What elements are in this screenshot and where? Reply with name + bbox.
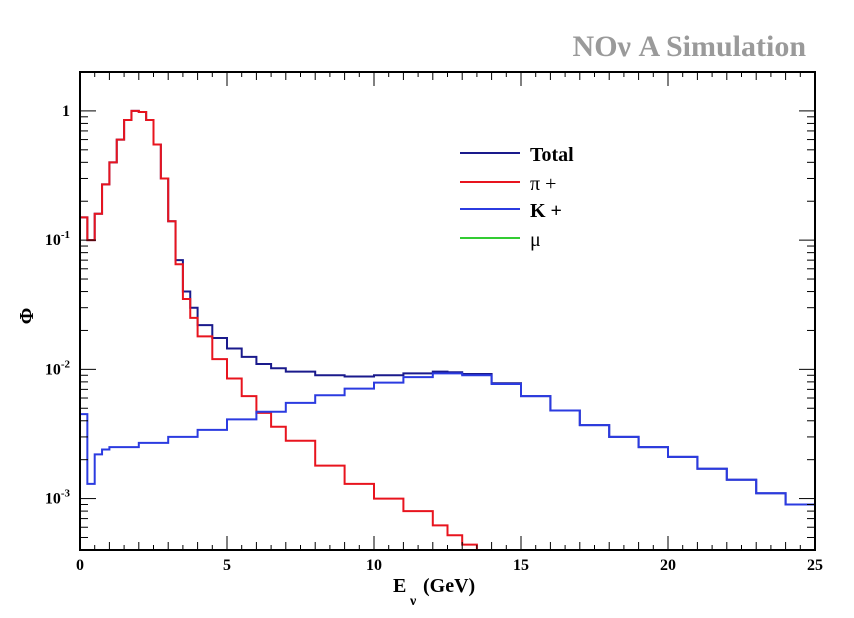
y-tick-exponent: -1 — [61, 229, 70, 241]
y-tick-label: 10-2 — [45, 358, 71, 378]
y-tick-exponent: -2 — [61, 358, 71, 370]
legend-label-0: Total — [530, 144, 574, 166]
x-tick-label: 5 — [223, 557, 231, 574]
series-2-line — [80, 372, 815, 519]
legend-label-2: K + — [530, 200, 562, 222]
x-axis-unit: (GeV) — [423, 575, 475, 597]
chart-title: NOν A Simulation — [573, 30, 807, 63]
series-1-line — [80, 109, 492, 550]
y-tick-exponent: -3 — [61, 488, 71, 500]
legend-label-1: π + — [530, 173, 556, 195]
y-tick-label: 10-3 — [45, 488, 71, 508]
y-tick-label: 1 — [62, 103, 70, 120]
x-tick-label: 15 — [513, 557, 529, 574]
y-tick-base: 10 — [45, 232, 61, 249]
x-tick-label: 25 — [807, 557, 823, 574]
x-tick-label: 0 — [76, 557, 84, 574]
x-tick-label: 10 — [366, 557, 382, 574]
y-tick-base: 1 — [62, 103, 70, 120]
legend: Total π + K + μ — [460, 144, 574, 251]
x-axis-title: E — [393, 575, 406, 597]
x-tick-label: 20 — [660, 557, 676, 574]
legend-label-3: μ — [530, 229, 541, 251]
y-tick-label: 10-1 — [45, 229, 70, 249]
x-axis-subscript: ν — [409, 594, 417, 609]
y-axis-title: Φ — [16, 308, 38, 325]
y-tick-base: 10 — [45, 361, 61, 378]
y-tick-base: 10 — [45, 491, 61, 508]
